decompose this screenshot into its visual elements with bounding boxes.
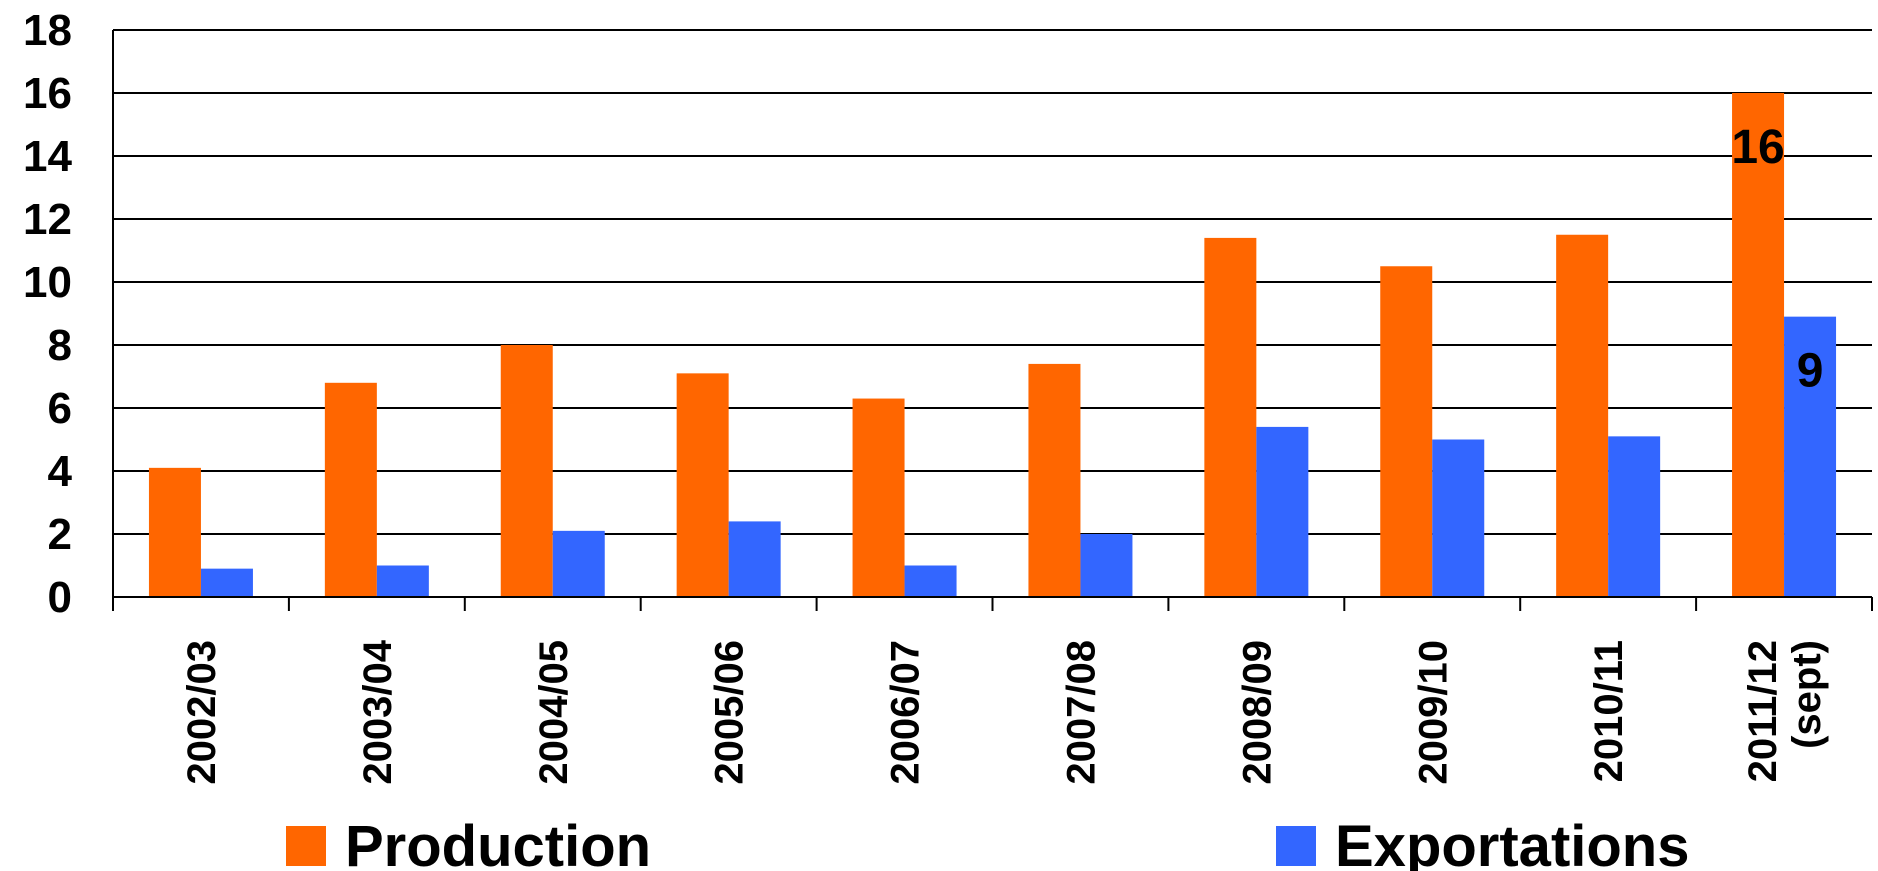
x-tick-label: 2007/08 [1059, 640, 1103, 785]
y-tick-label: 8 [48, 321, 72, 370]
y-tick-label: 18 [23, 6, 72, 55]
bar-production [1204, 237, 1257, 597]
x-tick-label: 2009/10 [1411, 640, 1455, 785]
bar-exportations [1432, 439, 1485, 597]
bar-production [500, 345, 553, 597]
x-axis-labels: 2002/03 2003/04 2004/05 2005/06 2006/07 2007/… [180, 639, 1829, 784]
y-tick-label: 4 [48, 447, 73, 496]
bar-production [1732, 93, 1785, 597]
legend-swatch-production [286, 826, 326, 866]
x-tick-label: (sept) [1785, 640, 1829, 749]
bar-exportations [728, 521, 781, 597]
data-label: 16 [1731, 121, 1784, 174]
x-tick-label: 2006/07 [884, 640, 928, 785]
x-tick-label: 2005/06 [708, 640, 752, 785]
bar-exportations [904, 565, 957, 597]
legend-label-production: Production [345, 814, 651, 871]
bar-exportations [1784, 316, 1837, 597]
x-tick-label: 2008/09 [1235, 640, 1279, 785]
y-tick-label: 6 [48, 384, 72, 433]
x-tick-label: 2004/05 [532, 640, 576, 785]
bar-production [1028, 363, 1081, 597]
bar-production [1380, 266, 1433, 597]
x-tick-label: 2002/03 [180, 640, 224, 785]
y-axis-ticks: 0 2 4 6 8 10 12 14 16 18 [23, 6, 72, 622]
data-labels: 16 9 [1731, 121, 1823, 398]
bar-exportations [200, 568, 253, 597]
bar-exportations [1080, 534, 1133, 597]
bar-exportations [1256, 426, 1309, 597]
legend: Production Exportations [286, 814, 1690, 871]
bar-production [852, 398, 905, 597]
y-tick-label: 16 [23, 69, 72, 118]
y-tick-label: 0 [48, 573, 72, 622]
x-tick-label: 2011/12 [1741, 640, 1785, 782]
bar-production [676, 373, 729, 597]
bar-exportations [376, 565, 429, 597]
axes [112, 30, 1873, 611]
bar-production [148, 467, 201, 597]
y-tick-label: 2 [48, 510, 72, 559]
y-tick-label: 12 [23, 195, 72, 244]
x-tick-label: 2003/04 [356, 639, 400, 784]
gridlines [113, 29, 1872, 598]
bar-exportations [552, 530, 605, 597]
bars [148, 93, 1837, 597]
x-tick-label: 2010/11 [1587, 640, 1631, 782]
y-tick-label: 10 [23, 258, 72, 307]
bar-exportations [1608, 436, 1661, 597]
legend-label-exportations: Exportations [1335, 814, 1690, 871]
bar-production [324, 382, 377, 597]
y-tick-label: 14 [23, 132, 72, 181]
bar-production [1556, 234, 1609, 597]
legend-swatch-exportations [1276, 826, 1316, 866]
data-label: 9 [1797, 345, 1824, 398]
